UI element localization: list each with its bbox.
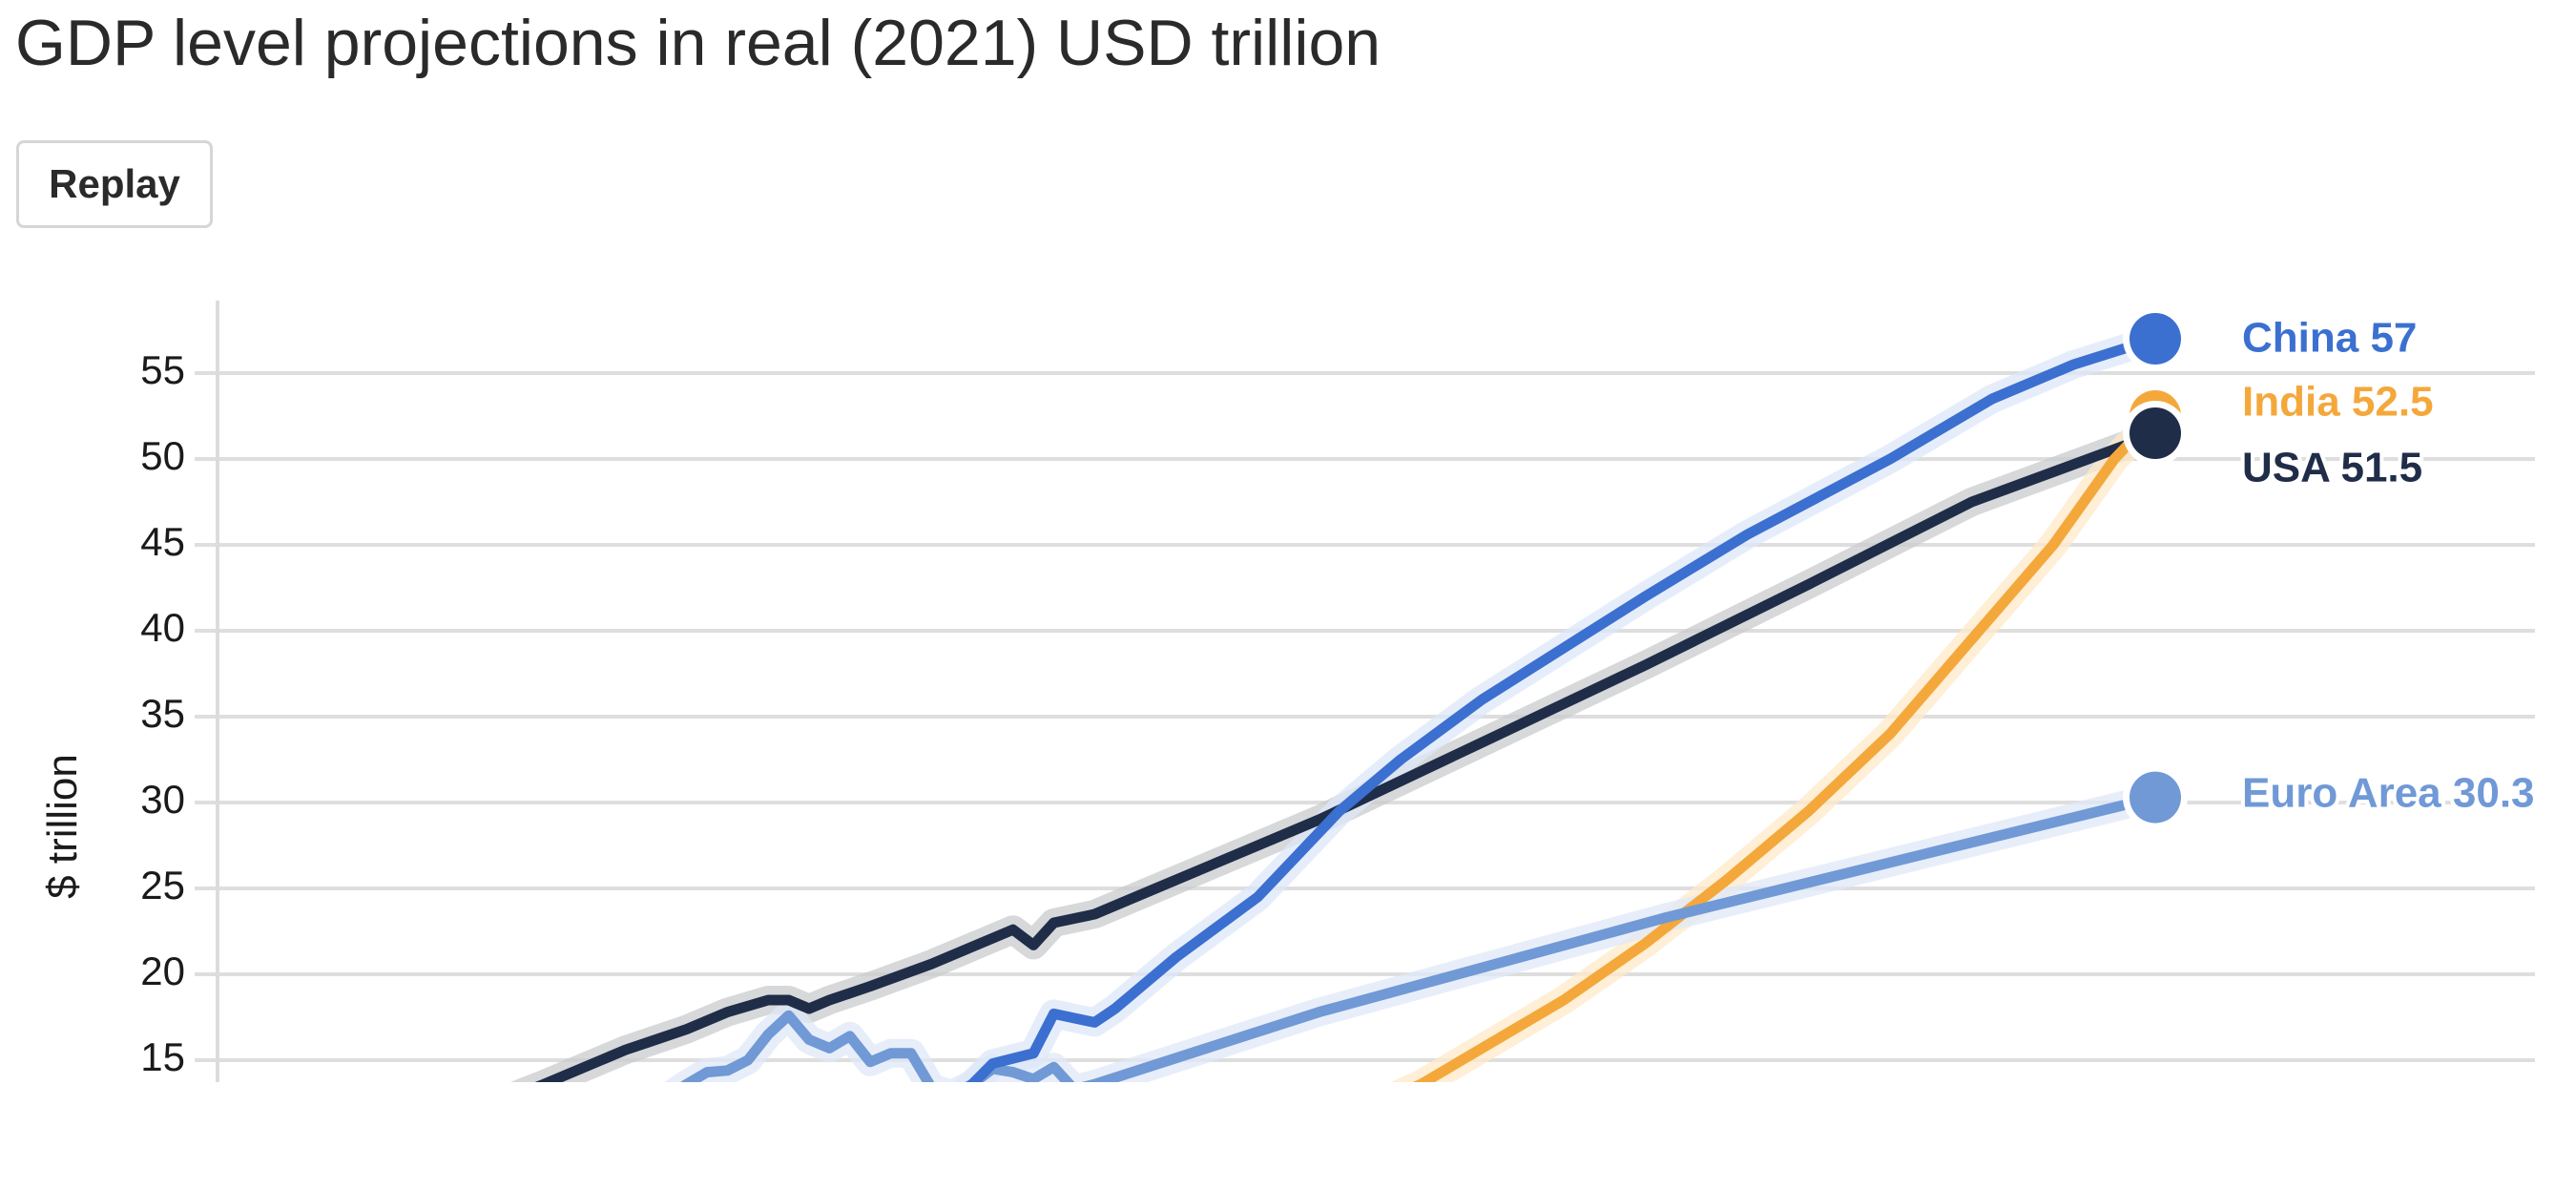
y-tick-label: 45 bbox=[140, 519, 185, 564]
gridlines bbox=[195, 371, 2535, 1062]
replay-button[interactable]: Replay bbox=[16, 140, 213, 228]
y-tick-label: 15 bbox=[140, 1034, 185, 1079]
y-axis-label: $ trillion bbox=[39, 754, 86, 899]
y-tick-label: 30 bbox=[140, 777, 185, 822]
series-line-usa bbox=[534, 428, 2161, 1082]
end-marker-usa bbox=[2129, 407, 2181, 459]
y-ticks: 15 20 25 30 35 40 45 50 55 bbox=[140, 347, 185, 1079]
y-tick-label: 20 bbox=[140, 949, 185, 993]
series-line-india bbox=[1412, 410, 2161, 1082]
series-label-usa: USA 51.5 bbox=[2242, 445, 2422, 491]
end-marker-china bbox=[2129, 313, 2181, 365]
y-tick-label: 25 bbox=[140, 863, 185, 907]
series-label-china: China 57 bbox=[2242, 315, 2417, 362]
y-tick-label: 40 bbox=[140, 605, 185, 650]
page-title: GDP level projections in real (2021) USD… bbox=[15, 7, 1381, 79]
series-label-euro-area: Euro Area 30.3 bbox=[2242, 770, 2535, 817]
series-label-india: India 52.5 bbox=[2242, 379, 2434, 426]
series-line-euro-area bbox=[680, 792, 2161, 1082]
y-tick-label: 55 bbox=[140, 347, 185, 392]
end-markers: USA 51.5 India 52.5 Euro Area 30.3 China 57 bbox=[2123, 306, 2539, 830]
end-marker-euro-area bbox=[2129, 771, 2181, 824]
y-tick-label: 50 bbox=[140, 433, 185, 478]
series-line-china bbox=[966, 333, 2161, 1082]
series-lines bbox=[509, 324, 2170, 1082]
y-tick-label: 35 bbox=[140, 691, 185, 736]
